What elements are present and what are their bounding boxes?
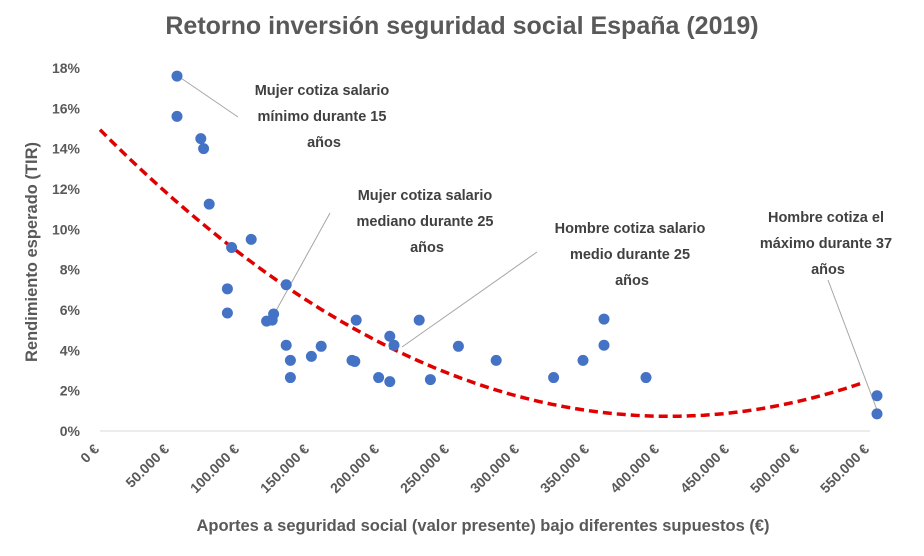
y-axis-ticks: 0% 2% 4% 6% 8% 10% 12% 14% 16% 18% [52,60,81,439]
data-point [373,372,385,384]
annotation-line: Mujer cotiza salario [255,83,390,99]
chart-title: Retorno inversión seguridad social Españ… [165,12,758,40]
annotation-leader-line [174,73,239,118]
y-tick-label: 12% [52,181,81,197]
y-tick-label: 16% [52,100,81,116]
x-tick-label: 0 € [77,441,102,466]
annotation-leader-line [401,251,538,348]
data-point [171,70,183,82]
x-tick-label: 250.000 € [397,441,453,497]
x-tick-label: 100.000 € [187,441,243,497]
annotation-line: Hombre cotiza salario [555,221,706,237]
data-point [305,350,317,362]
x-tick-label: 500.000 € [747,441,803,497]
y-tick-label: 0% [60,423,81,439]
x-tick-label: 300.000 € [467,441,523,497]
data-point [424,374,436,386]
data-point [350,314,362,326]
data-point [388,339,400,351]
data-point [548,372,560,384]
annotation-line: medio durante 25 [570,247,690,263]
data-point [640,372,652,384]
y-tick-label: 4% [60,342,81,358]
annotation-leader-lines [174,73,878,411]
data-point [452,340,464,352]
data-point [198,143,210,155]
data-point [384,376,396,388]
annotation-line: mínimo durante 15 [258,109,387,125]
annotation-line: mediano durante 25 [356,214,493,230]
x-tick-label: 150.000 € [257,441,313,497]
data-point [221,283,233,295]
x-axis-ticks: 0 € 50.000 € 100.000 €150.000 €200.000 €25… [77,441,872,497]
y-tick-label: 10% [52,221,81,237]
data-point [577,354,589,366]
annotation-leader-line [271,212,331,319]
data-point [284,354,296,366]
data-point [226,241,238,253]
annotation-mujer-minimo: Mujer cotiza salario mínimo durante 15 a… [255,83,394,151]
data-point [598,313,610,325]
data-point [315,340,327,352]
data-point [871,408,883,420]
data-point [280,279,292,291]
data-point [280,339,292,351]
x-tick-label: 400.000 € [607,441,663,497]
data-point [171,110,183,122]
data-point [413,314,425,326]
data-point [203,198,215,210]
x-axis-title: Aportes a seguridad social (valor presen… [196,517,769,535]
data-point [871,390,883,402]
data-point [284,372,296,384]
x-tick-label: 350.000 € [537,441,593,497]
y-tick-label: 14% [52,141,81,157]
data-points [171,70,883,420]
annotation-line: Hombre cotiza el [768,210,884,226]
annotation-line: máximo durante 37 [760,236,892,252]
data-point [598,339,610,351]
data-point [268,308,280,320]
y-axis-title: Rendimiento esperado (TIR) [23,142,41,362]
annotation-hombre-maximo: Hombre cotiza el máximo durante 37 años [760,210,896,278]
data-point [195,133,207,145]
y-tick-label: 8% [60,262,81,278]
trendline [98,128,864,419]
annotation-leader-line [827,279,878,411]
annotation-line: años [811,262,845,278]
data-point [490,354,502,366]
y-tick-label: 18% [52,60,81,76]
annotations: Mujer cotiza salario mínimo durante 15 a… [255,83,896,289]
x-tick-label: 50.000 € [122,441,172,491]
y-tick-label: 6% [60,302,81,318]
annotation-mujer-mediano: Mujer cotiza salario mediano durante 25 … [356,188,497,256]
data-point [349,355,361,367]
y-tick-label: 2% [60,383,81,399]
data-point [221,307,233,319]
annotation-line: Mujer cotiza salario [358,188,493,204]
annotation-line: años [615,273,649,289]
annotation-line: años [307,135,341,151]
x-tick-label: 550.000 € [817,441,873,497]
data-point [384,330,396,342]
x-tick-label: 200.000 € [327,441,383,497]
data-point [245,233,257,245]
annotation-line: años [410,240,444,256]
x-tick-label: 450.000 € [677,441,733,497]
annotation-hombre-medio: Hombre cotiza salario medio durante 25 a… [555,221,710,289]
